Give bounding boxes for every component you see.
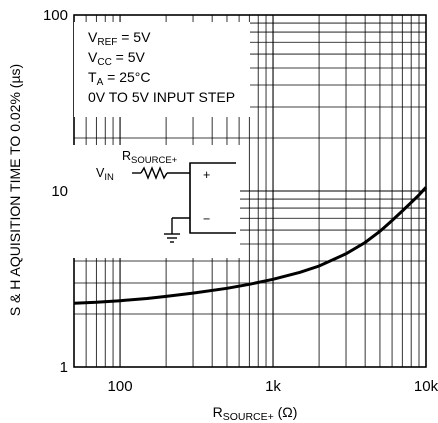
x-tick-label: 100: [108, 378, 133, 395]
y-tick-label: 10: [51, 183, 68, 200]
conditions-box: [74, 22, 250, 117]
rsource-label: RSOURCE+: [122, 149, 178, 166]
y-tick-labels: 1 10 100: [43, 7, 68, 376]
x-tick-label: 10k: [414, 378, 438, 395]
condition-line: 0V TO 5V INPUT STEP: [88, 89, 235, 105]
x-tick-labels: 100 1k 10k: [108, 378, 438, 395]
x-axis-label: RSOURCE+ (Ω): [213, 404, 298, 423]
condition-line: VREF = 5V: [88, 29, 151, 48]
condition-line: TA = 25°C: [88, 69, 150, 88]
plus-sign: +: [203, 168, 210, 182]
vin-label: VIN: [96, 166, 114, 183]
y-axis-label: S & H AQUISITION TIME TO 0.02% (µs): [7, 64, 23, 316]
minus-sign: −: [203, 212, 210, 226]
condition-line: VCC = 5V: [88, 49, 146, 68]
resistor-icon: [140, 166, 168, 180]
series-line: [73, 186, 428, 305]
x-tick-label: 1k: [265, 378, 281, 395]
y-tick-label: 1: [60, 359, 68, 376]
y-tick-label: 100: [43, 7, 68, 24]
schematic-background: [68, 145, 240, 258]
schematic-inset: VIN RSOURCE+ + −: [68, 145, 240, 258]
